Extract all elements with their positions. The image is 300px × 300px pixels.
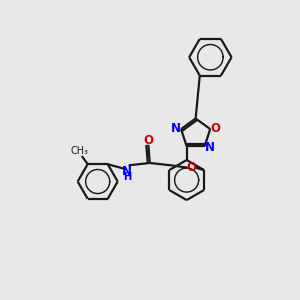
Text: O: O <box>187 161 196 174</box>
Text: H: H <box>123 172 131 182</box>
Text: N: N <box>205 141 214 154</box>
Text: O: O <box>143 134 153 146</box>
Text: O: O <box>210 122 220 135</box>
Text: N: N <box>122 165 132 178</box>
Text: CH₃: CH₃ <box>70 146 88 156</box>
Text: N: N <box>171 122 181 135</box>
